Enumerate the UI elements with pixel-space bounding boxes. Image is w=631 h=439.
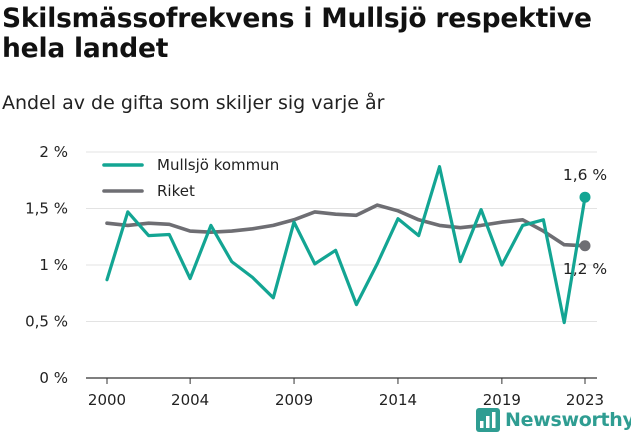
newsworthy-logo: Newsworthy [476, 408, 631, 432]
y-tick-label: 0,5 % [25, 313, 68, 331]
y-tick-label: 2 % [39, 143, 68, 161]
x-tick-label: 2019 [483, 391, 521, 409]
series-lines [105, 165, 591, 325]
x-axis-ticks: 2000 2004 2009 2014 2019 2023 [88, 378, 604, 409]
x-tick-label: 2004 [171, 391, 209, 409]
end-point-mullsjo [579, 191, 591, 203]
end-point-riket [579, 240, 591, 252]
end-label-riket: 1,2 % [563, 260, 607, 278]
x-tick-label: 2014 [379, 391, 417, 409]
legend-label: Riket [157, 182, 195, 200]
brand-name: Newsworthy [505, 409, 631, 431]
y-axis-ticks: 0 % 0,5 % 1 % 1,5 % 2 % [25, 143, 68, 387]
series-line-riket [105, 203, 587, 248]
legend-label: Mullsjö kommun [157, 156, 279, 174]
y-tick-label: 1 % [39, 256, 68, 274]
bar-chart-icon [476, 408, 500, 432]
x-tick-label: 2000 [88, 391, 126, 409]
chart-subtitle: Andel av de gifta som skiljer sig varje … [2, 92, 385, 114]
x-tick-label: 2009 [275, 391, 313, 409]
legend: Mullsjö kommun Riket [102, 156, 279, 200]
end-labels: 1,6 % 1,2 % [563, 166, 607, 278]
end-label-mullsjo: 1,6 % [563, 166, 607, 184]
x-tick-label: 2023 [566, 391, 604, 409]
series-line-mullsjo [105, 165, 587, 325]
chart-title: Skilsmässofrekvens i Mullsjö respektive … [2, 3, 592, 64]
y-tick-label: 1,5 % [25, 200, 68, 218]
y-tick-label: 0 % [39, 369, 68, 387]
